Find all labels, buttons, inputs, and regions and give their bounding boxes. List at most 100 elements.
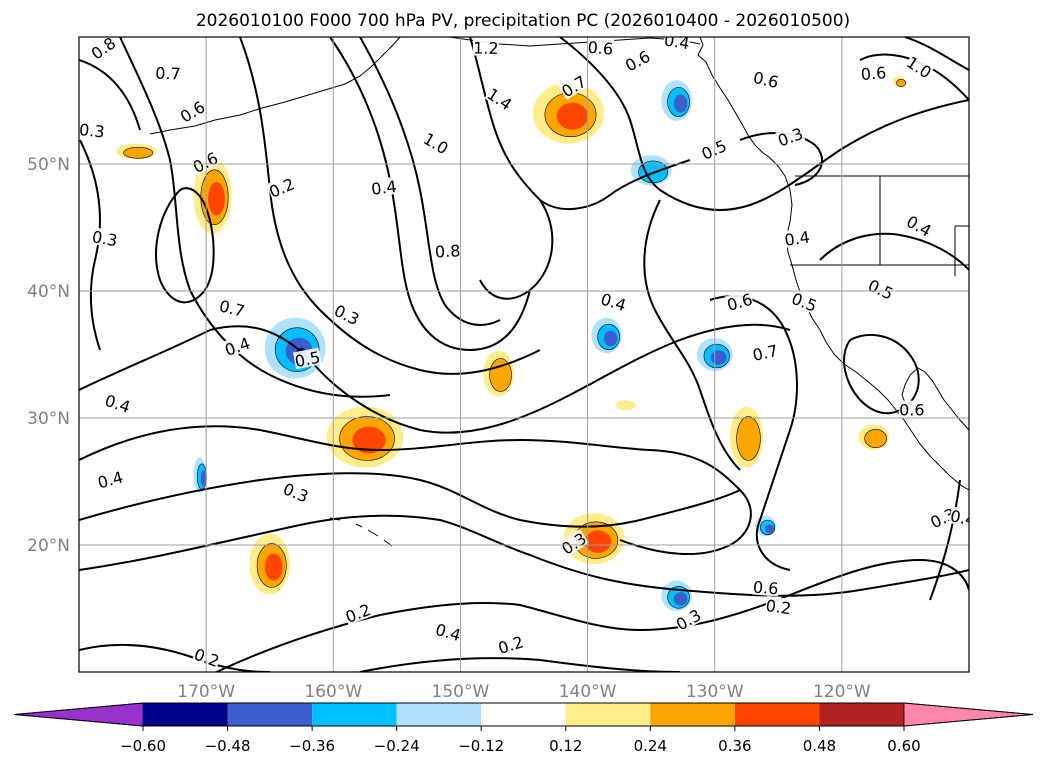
pv-contour bbox=[709, 295, 798, 571]
state-boundaries bbox=[790, 176, 969, 276]
pv-contour bbox=[929, 479, 961, 601]
precip-anomaly bbox=[115, 143, 157, 159]
figure-title: 2026010100 F000 700 hPa PV, precipitatio… bbox=[196, 11, 850, 31]
pv-contour-label-text: 0.2 bbox=[765, 596, 793, 618]
colorbar-tick-label: 0.60 bbox=[887, 737, 920, 755]
precip-level-fill bbox=[352, 426, 386, 454]
pv-contour bbox=[819, 232, 969, 271]
label-knockout bbox=[865, 275, 897, 302]
precip-anomaly bbox=[661, 580, 692, 612]
label-knockout bbox=[472, 38, 500, 56]
pv-contour-label-text: 0.5 bbox=[293, 348, 322, 372]
pv-contour-label-text: 0.7 bbox=[751, 341, 780, 365]
pv-contour bbox=[359, 37, 501, 326]
pv-contour bbox=[643, 199, 741, 471]
label-knockout bbox=[222, 333, 253, 359]
lon-tick-label: 140°W bbox=[559, 682, 617, 702]
precip-level-fill bbox=[208, 181, 225, 216]
pv-contour bbox=[79, 139, 101, 351]
precip-anomaly bbox=[729, 406, 764, 468]
pv-contour-label-text: 0.6 bbox=[752, 578, 779, 599]
label-knockout bbox=[903, 52, 936, 81]
label-knockout bbox=[495, 632, 526, 657]
pv-contour bbox=[79, 323, 791, 434]
pv-contour bbox=[79, 514, 969, 597]
pv-contour bbox=[239, 37, 541, 375]
label-knockout bbox=[598, 289, 629, 314]
label-knockout bbox=[557, 528, 590, 558]
pv-contour bbox=[329, 37, 531, 352]
precip-level-fill bbox=[123, 147, 154, 159]
colorbar-segment bbox=[819, 703, 904, 726]
colorbar-tick-label: −0.24 bbox=[374, 737, 420, 755]
label-knockout bbox=[191, 644, 223, 670]
lon-tick-label: 150°W bbox=[432, 682, 490, 702]
label-knockout bbox=[342, 599, 374, 626]
label-knockout bbox=[859, 63, 888, 82]
label-knockout bbox=[775, 123, 806, 149]
lon-tick-label: 160°W bbox=[304, 682, 362, 702]
pv-contour-label-text: 0.4 bbox=[663, 30, 691, 53]
pv-contour-label-text: 0.7 bbox=[155, 64, 181, 84]
label-knockout bbox=[948, 506, 969, 529]
label-knockout bbox=[698, 135, 730, 163]
label-knockout bbox=[672, 605, 704, 633]
pv-contour-label-text: 0.6 bbox=[899, 401, 924, 420]
pv-contour-label: 0.6 bbox=[898, 400, 925, 420]
precip-level-fill bbox=[710, 350, 727, 365]
lat-tick-label: 30°N bbox=[27, 409, 70, 429]
colorbar-segment bbox=[312, 703, 397, 726]
colorbar-tick-label: 0.24 bbox=[634, 737, 667, 755]
precip-level-fill bbox=[736, 416, 761, 461]
label-knockout bbox=[558, 71, 590, 100]
colorbar-segment bbox=[396, 703, 482, 726]
pv-contour bbox=[479, 199, 554, 300]
colorbar-segments bbox=[13, 702, 1034, 727]
map-panel: 0.80.70.60.30.60.30.20.70.40.40.4 0.30.50… bbox=[27, 30, 970, 702]
label-knockout bbox=[751, 67, 781, 91]
label-knockout bbox=[662, 37, 692, 52]
precip-anomaly bbox=[858, 424, 889, 450]
lat-tick-label: 40°N bbox=[27, 282, 70, 302]
pv-contour bbox=[79, 425, 752, 555]
label-knockout bbox=[217, 296, 247, 320]
colorbar-segment bbox=[227, 703, 313, 726]
colorbar-segment bbox=[143, 703, 228, 726]
pv-contour bbox=[559, 37, 969, 211]
label-knockout bbox=[433, 619, 464, 644]
pv-contour-label: 0.6 bbox=[859, 63, 888, 84]
pv-contour bbox=[79, 59, 141, 131]
pv-contour-label-text: 0.8 bbox=[434, 241, 460, 261]
pv-contour-label: 0.6 bbox=[752, 577, 780, 599]
pv-contour-label: 0.4 bbox=[369, 176, 398, 199]
colorbar-segment bbox=[650, 703, 735, 726]
label-knockout bbox=[621, 46, 653, 74]
label-knockout bbox=[280, 479, 312, 505]
pv-contour-label: 0.6 bbox=[586, 37, 615, 59]
colorbar-segment bbox=[565, 703, 651, 726]
label-knockout bbox=[331, 300, 363, 328]
precip-level-fill bbox=[584, 530, 612, 553]
pv-contour-label: 0.4 bbox=[948, 506, 969, 530]
precip-level-fill bbox=[896, 78, 906, 87]
pv-contour bbox=[155, 187, 215, 304]
label-knockout bbox=[176, 97, 208, 126]
colorbar-tick-label: 0.48 bbox=[803, 737, 836, 755]
lat-tick-label: 50°N bbox=[27, 155, 70, 175]
colorbar-extend-high bbox=[903, 702, 1034, 727]
pv-contour-label: 0.4 bbox=[782, 227, 811, 250]
precip-anomaly bbox=[483, 350, 514, 397]
pv-contour-label: 0.5 bbox=[292, 347, 322, 372]
pv-contour bbox=[79, 472, 741, 528]
lon-tick-label: 130°W bbox=[686, 682, 744, 702]
label-knockout bbox=[903, 211, 935, 240]
precip-level-fill bbox=[673, 592, 688, 606]
coastline-alaska-peninsula bbox=[149, 37, 401, 135]
label-knockout bbox=[95, 467, 125, 491]
precip-level-fill bbox=[765, 524, 775, 534]
label-knockout bbox=[752, 577, 780, 597]
precip-anomaly bbox=[193, 457, 207, 493]
precip-level-fill bbox=[556, 102, 589, 130]
pv-contour-label-text: 0.4 bbox=[370, 177, 398, 199]
